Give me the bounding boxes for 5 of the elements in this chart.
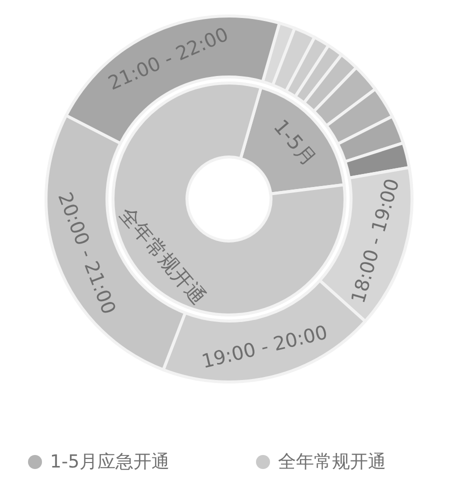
legend-label: 1-5月应急开通 (50, 452, 170, 472)
slice-label: 19:00 - 20:00 (200, 322, 330, 373)
slice-label: 18:00 - 19:00 (347, 176, 404, 306)
legend-label: 全年常规开通 (278, 452, 386, 472)
text: 1-5月 (268, 114, 322, 170)
